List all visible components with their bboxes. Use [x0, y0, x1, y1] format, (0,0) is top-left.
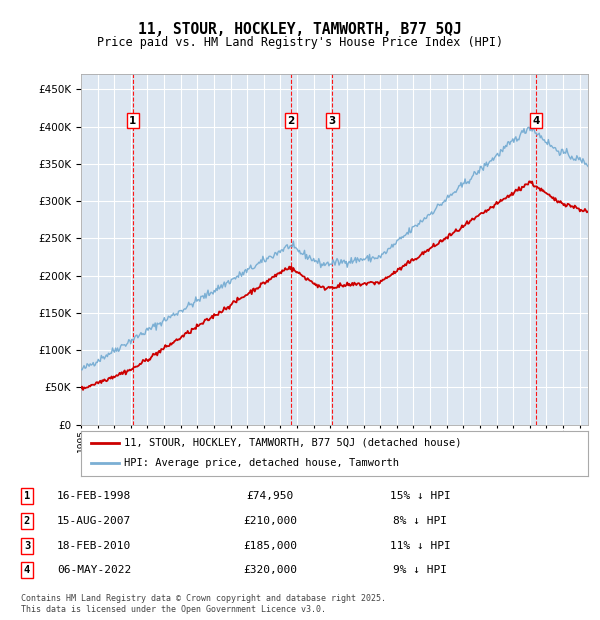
Text: 06-MAY-2022: 06-MAY-2022 — [57, 565, 131, 575]
Text: £185,000: £185,000 — [243, 541, 297, 551]
Text: £320,000: £320,000 — [243, 565, 297, 575]
Text: Price paid vs. HM Land Registry's House Price Index (HPI): Price paid vs. HM Land Registry's House … — [97, 36, 503, 48]
Text: 2: 2 — [24, 516, 30, 526]
Text: HPI: Average price, detached house, Tamworth: HPI: Average price, detached house, Tamw… — [124, 458, 399, 469]
Text: £210,000: £210,000 — [243, 516, 297, 526]
Text: 4: 4 — [24, 565, 30, 575]
Text: 15% ↓ HPI: 15% ↓ HPI — [389, 491, 451, 501]
Text: 16-FEB-1998: 16-FEB-1998 — [57, 491, 131, 501]
Text: £74,950: £74,950 — [247, 491, 293, 501]
Text: 2: 2 — [287, 115, 295, 126]
Text: 15-AUG-2007: 15-AUG-2007 — [57, 516, 131, 526]
Text: 11, STOUR, HOCKLEY, TAMWORTH, B77 5QJ (detached house): 11, STOUR, HOCKLEY, TAMWORTH, B77 5QJ (d… — [124, 438, 461, 448]
Text: Contains HM Land Registry data © Crown copyright and database right 2025.
This d: Contains HM Land Registry data © Crown c… — [21, 595, 386, 614]
Text: 1: 1 — [129, 115, 136, 126]
Text: 11% ↓ HPI: 11% ↓ HPI — [389, 541, 451, 551]
Text: 18-FEB-2010: 18-FEB-2010 — [57, 541, 131, 551]
Text: 8% ↓ HPI: 8% ↓ HPI — [393, 516, 447, 526]
Text: 9% ↓ HPI: 9% ↓ HPI — [393, 565, 447, 575]
Text: 3: 3 — [329, 115, 336, 126]
Text: 4: 4 — [532, 115, 539, 126]
Text: 3: 3 — [24, 541, 30, 551]
Text: 11, STOUR, HOCKLEY, TAMWORTH, B77 5QJ: 11, STOUR, HOCKLEY, TAMWORTH, B77 5QJ — [138, 22, 462, 37]
Text: 1: 1 — [24, 491, 30, 501]
